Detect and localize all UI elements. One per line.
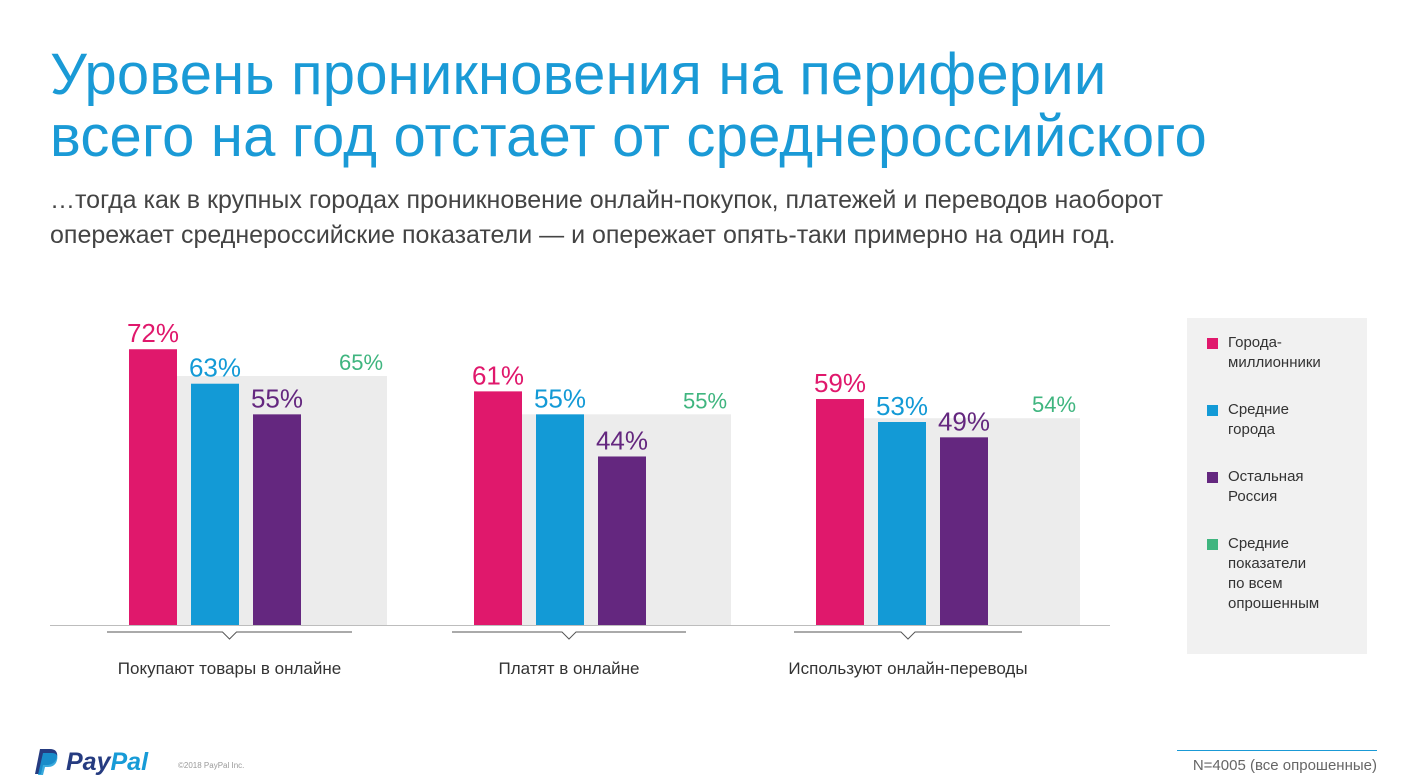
bar-value-label: 72%: [127, 318, 179, 348]
legend-swatch-pink: [1207, 338, 1218, 349]
legend-label: Города-миллионники: [1228, 334, 1321, 371]
chart-legend: Города-миллионники Средние города Остальн…: [1187, 318, 1367, 654]
bar-value-label: 59%: [814, 368, 866, 398]
category-label: Покупают товары в онлайне: [118, 659, 341, 678]
bar-rest-russia: [253, 414, 301, 625]
average-value-label: 65%: [339, 350, 383, 375]
bar-rest-russia: [598, 456, 646, 625]
category-bracket: [794, 631, 1022, 640]
legend-swatch-purple: [1207, 472, 1218, 483]
title-line-2: всего на год отстает от среднероссийског…: [50, 104, 1207, 169]
category-bracket: [107, 631, 352, 640]
sample-size-note: N=4005 (все опрошенные): [1177, 750, 1377, 774]
bar-value-label: 63%: [189, 353, 241, 383]
legend-swatch-green: [1207, 539, 1218, 550]
average-value-label: 55%: [683, 388, 727, 413]
bar-cities-million: [129, 349, 177, 625]
bar-value-label: 61%: [472, 360, 524, 390]
bar-rest-russia: [940, 437, 988, 625]
bar-value-label: 44%: [596, 425, 648, 455]
legend-swatch-blue: [1207, 405, 1218, 416]
average-value-label: 54%: [1032, 392, 1076, 417]
bar-medium-cities: [878, 422, 926, 625]
legend-label: Средние показатели по всем опрошенным: [1228, 535, 1320, 612]
bar-cities-million: [816, 399, 864, 625]
subtitle-line-1: …тогда как в крупных городах проникновен…: [50, 186, 1164, 214]
bar-value-label: 53%: [876, 391, 928, 421]
legend-label: Остальная Россия: [1228, 468, 1304, 505]
bar-value-label: 49%: [938, 406, 990, 436]
category-bracket: [452, 631, 686, 640]
subtitle: …тогда как в крупных городах проникновен…: [50, 183, 1163, 253]
subtitle-line-2: опережает среднероссийские показатели — …: [50, 221, 1116, 249]
bar-medium-cities: [536, 414, 584, 625]
page-title: Уровень проникновения на периферии всего…: [50, 44, 1207, 168]
title-line-1: Уровень проникновения на периферии: [50, 42, 1107, 107]
bar-medium-cities: [191, 383, 239, 625]
bar-cities-million: [474, 391, 522, 625]
legend-label: Средние города: [1228, 401, 1289, 438]
category-label: Платят в онлайне: [498, 659, 639, 678]
copyright: ©2018 PayPal Inc.: [178, 761, 245, 770]
bar-value-label: 55%: [534, 383, 586, 413]
paypal-logo: PayPal: [33, 746, 148, 778]
paypal-mark-icon: [35, 749, 58, 775]
bar-chart: 65% 72% 63% 55% Покупают товары в онлайне 55%…: [50, 318, 1110, 678]
category-label: Используют онлайн-переводы: [788, 659, 1027, 678]
paypal-wordmark: PayPal: [66, 747, 149, 776]
bar-value-label: 55%: [251, 383, 303, 413]
